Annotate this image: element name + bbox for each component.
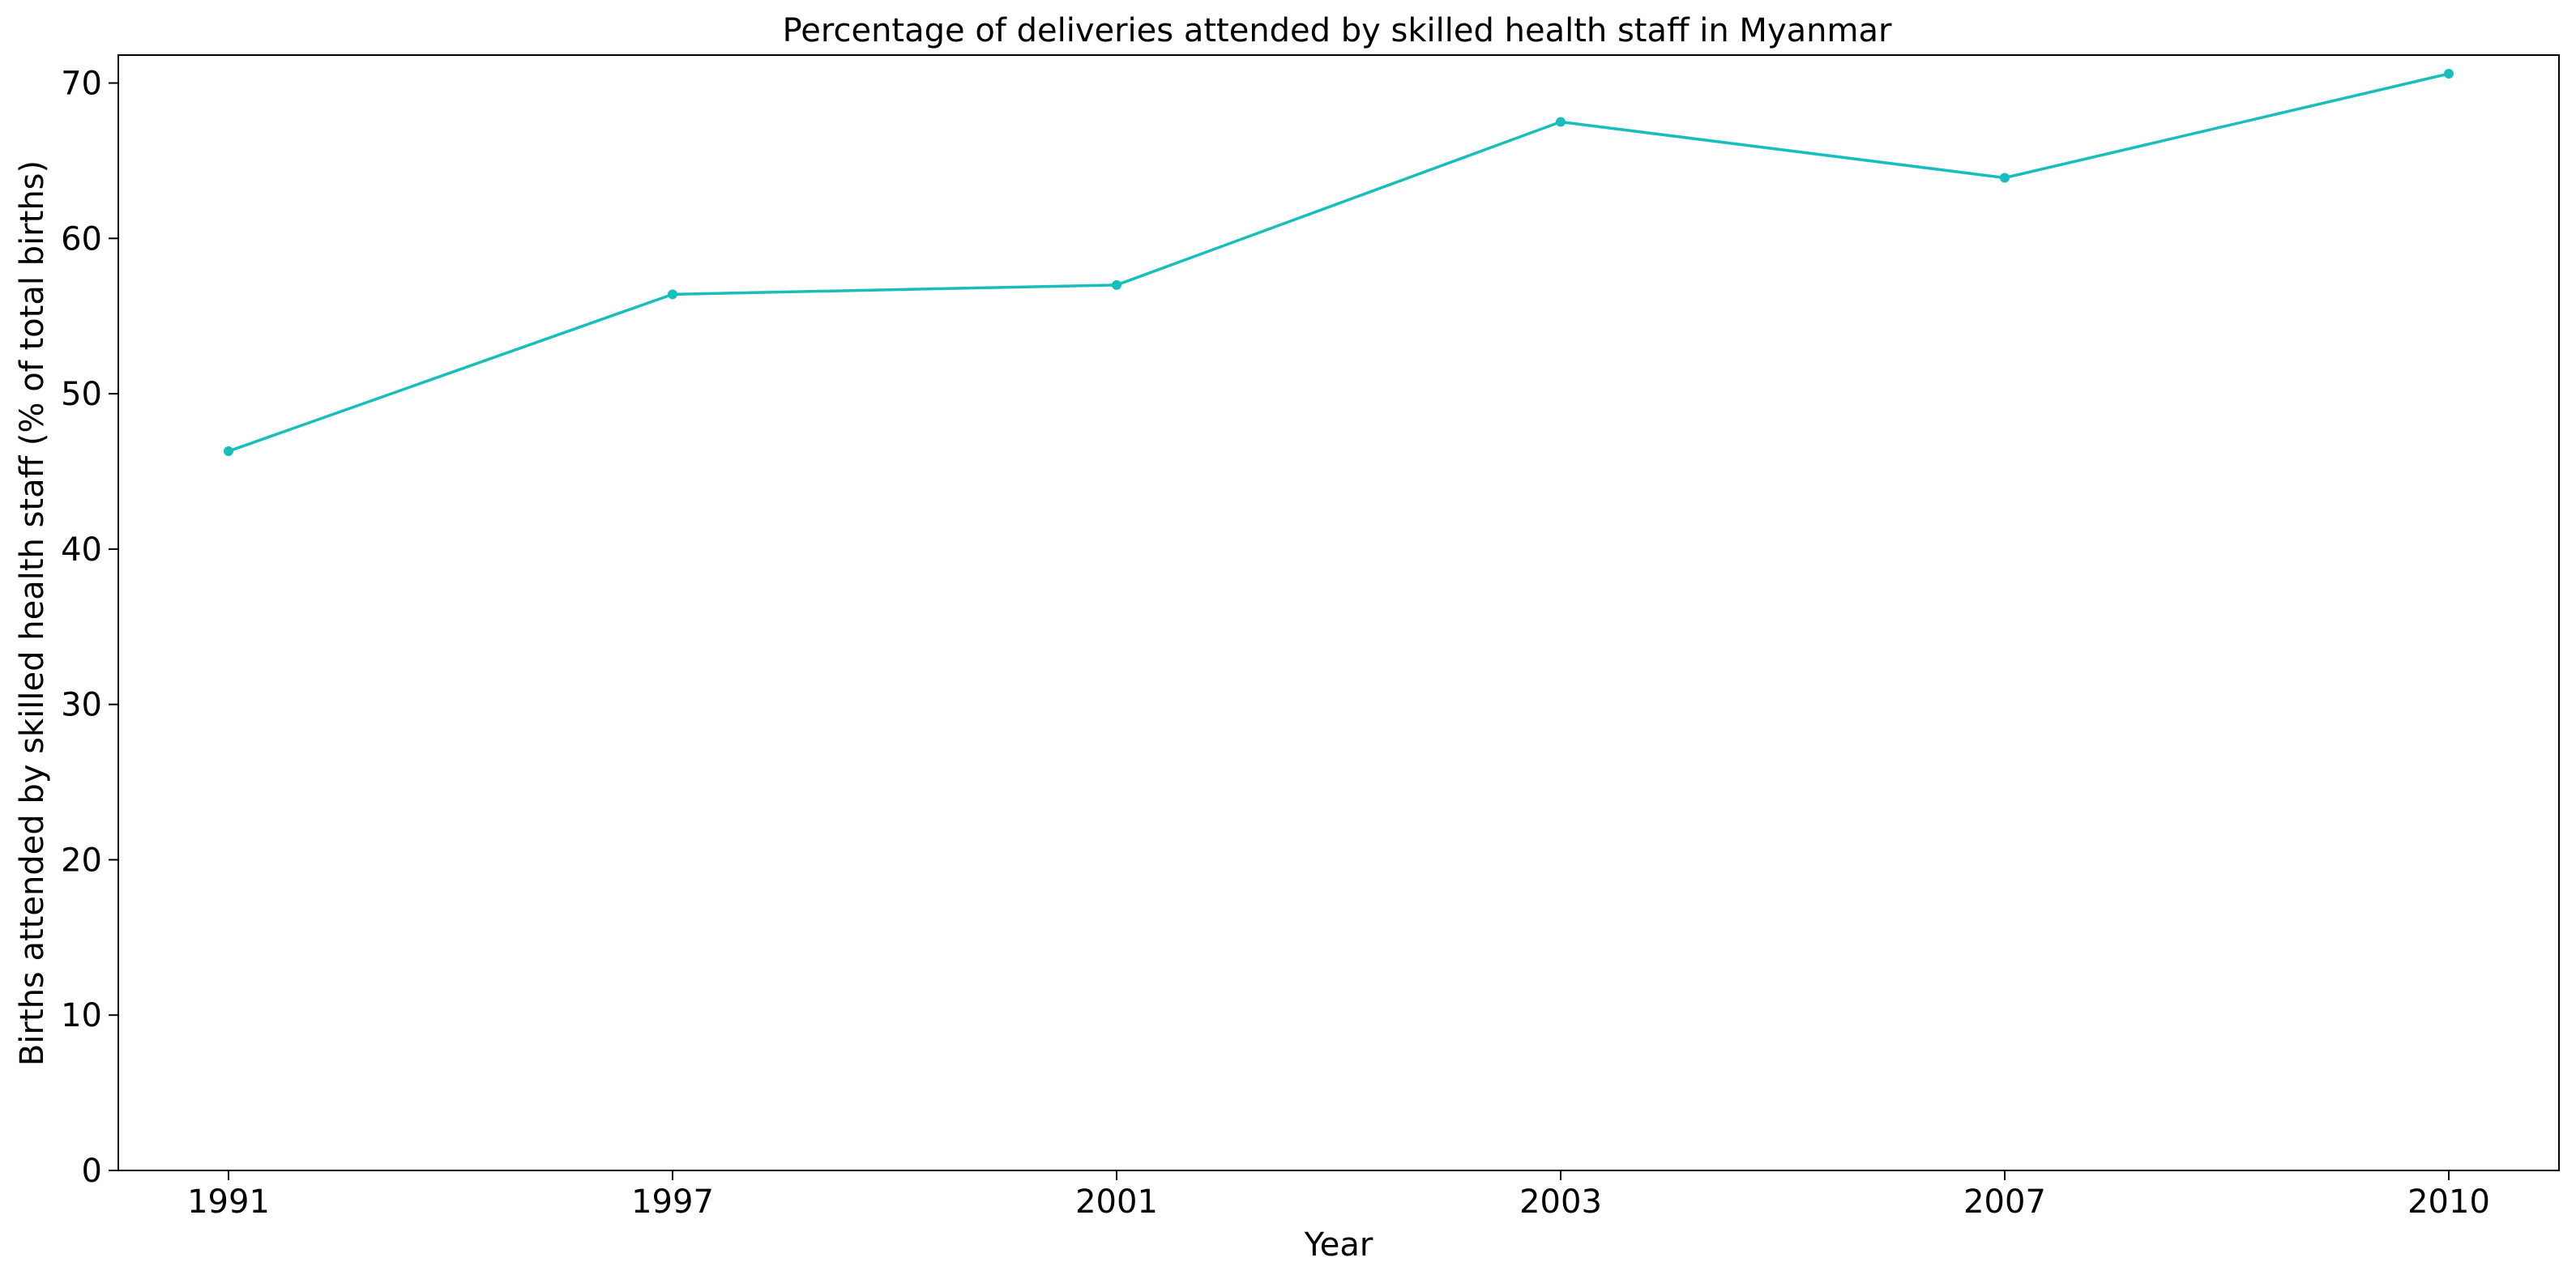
y-axis: 0 10 20 30 40 50 60 70 [61,66,118,1190]
data-point [2000,173,2010,183]
y-tick-label: 30 [61,687,102,724]
y-tick-label: 10 [61,997,102,1034]
x-axis: 1991 1997 2001 2003 2007 2010 [187,1170,2490,1221]
y-tick-label: 0 [82,1153,102,1190]
y-tick-label: 60 [61,220,102,258]
y-tick-label: 40 [61,531,102,569]
y-tick-label: 70 [61,66,102,103]
y-tick-label: 50 [61,376,102,413]
chart-title: Percentage of deliveries attended by ski… [783,12,1892,49]
data-point [224,446,233,457]
x-tick-label: 1997 [631,1183,714,1221]
x-tick-label: 2001 [1075,1183,1158,1221]
x-tick-label: 2007 [1963,1183,2046,1221]
x-tick-label: 2003 [1519,1183,1602,1221]
data-point [668,289,677,300]
x-tick-label: 1991 [187,1183,270,1221]
series-line [228,72,2450,453]
data-point [1556,117,1566,127]
data-point [2444,69,2454,79]
plot-area [117,54,2560,1171]
data-point [1112,279,1121,290]
y-tick-label: 20 [61,842,102,879]
x-axis-label: Year [1304,1226,1373,1264]
series-layer [224,69,2454,457]
y-axis-label: Births attended by skilled health staff … [14,160,51,1066]
x-tick-label: 2010 [2407,1183,2490,1221]
